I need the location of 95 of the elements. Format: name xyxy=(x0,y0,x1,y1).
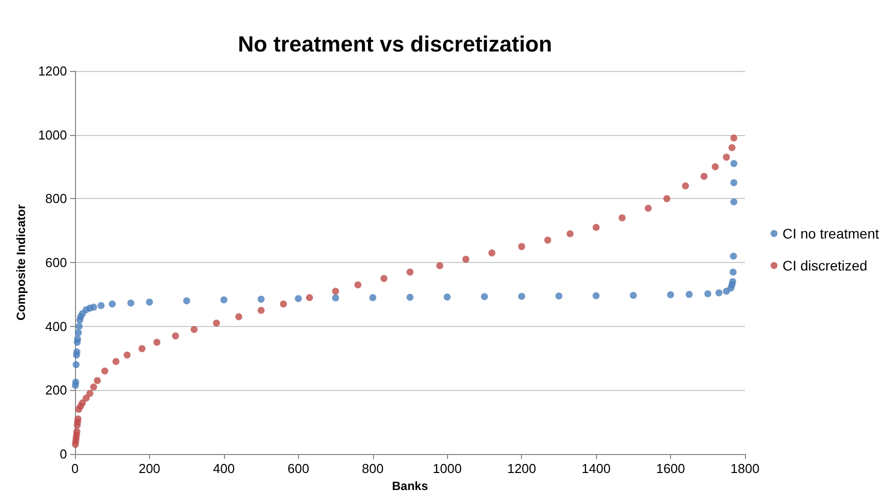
y-tick-label: 200 xyxy=(45,382,67,398)
point xyxy=(380,274,388,282)
point xyxy=(444,293,451,300)
x-axis-title: Banks xyxy=(392,478,428,493)
point xyxy=(73,428,80,436)
point xyxy=(730,268,737,276)
x-tick-label: 1000 xyxy=(432,461,462,476)
point xyxy=(406,268,414,276)
point xyxy=(618,214,626,222)
point xyxy=(332,294,340,302)
point xyxy=(258,296,265,303)
point xyxy=(518,292,526,300)
point xyxy=(172,332,179,340)
y-tick-label: 1000 xyxy=(38,127,67,142)
point xyxy=(153,338,160,346)
point xyxy=(306,294,313,302)
point xyxy=(72,361,80,368)
point xyxy=(190,326,198,334)
point xyxy=(124,352,131,359)
chart-title: No treatment vs discretization xyxy=(238,32,552,56)
point xyxy=(146,298,153,306)
point xyxy=(730,179,738,186)
point xyxy=(127,300,134,307)
x-tick-label: 1600 xyxy=(656,461,686,476)
point xyxy=(663,195,670,202)
legend-label: CI discretized xyxy=(782,258,868,274)
point xyxy=(90,383,98,390)
point xyxy=(280,300,287,308)
point xyxy=(138,345,146,352)
point xyxy=(704,290,712,298)
point xyxy=(78,399,86,406)
point xyxy=(98,302,105,310)
point xyxy=(73,348,80,356)
point xyxy=(592,292,600,300)
point xyxy=(108,300,116,308)
point xyxy=(436,262,444,270)
x-tick-label: 0 xyxy=(71,461,79,476)
point xyxy=(462,256,470,263)
legend-label: CI no treatment xyxy=(782,226,880,242)
x-tick-label: 400 xyxy=(213,461,235,476)
point xyxy=(74,415,82,422)
point xyxy=(480,293,488,300)
x-tick-label: 1400 xyxy=(582,461,611,476)
point xyxy=(667,291,674,298)
point xyxy=(90,304,98,311)
y-tick-label: 1200 xyxy=(38,64,67,78)
point xyxy=(682,182,689,190)
point xyxy=(630,292,637,299)
x-tick-label: 200 xyxy=(138,461,160,476)
point xyxy=(354,281,362,288)
y-tick-label: 0 xyxy=(60,446,67,462)
x-tick-label: 1800 xyxy=(730,461,760,476)
point xyxy=(700,172,708,180)
point xyxy=(220,296,228,304)
point xyxy=(555,292,562,300)
point xyxy=(730,134,738,142)
point xyxy=(369,294,376,302)
point xyxy=(544,236,552,244)
x-tick-label: 1200 xyxy=(507,461,536,476)
point xyxy=(101,368,108,375)
point xyxy=(566,230,574,238)
point xyxy=(728,144,736,152)
point xyxy=(488,249,496,256)
point xyxy=(730,252,737,260)
point xyxy=(258,306,265,314)
point xyxy=(235,313,242,320)
point xyxy=(94,377,101,384)
y-axis-title: Composite Indicator xyxy=(14,204,28,321)
point xyxy=(722,154,730,161)
point xyxy=(729,278,736,286)
point xyxy=(518,243,526,250)
point xyxy=(686,290,693,298)
y-tick-label: 600 xyxy=(45,255,67,270)
point xyxy=(644,204,652,212)
point xyxy=(112,358,120,365)
x-tick-label: 600 xyxy=(287,461,310,476)
point xyxy=(74,336,82,343)
point xyxy=(715,289,722,296)
point xyxy=(74,329,82,336)
point xyxy=(730,198,738,206)
y-tick-label: 800 xyxy=(45,191,67,206)
y-tick-label: 400 xyxy=(45,318,67,334)
point xyxy=(183,297,190,304)
point xyxy=(76,322,83,330)
point xyxy=(212,320,220,327)
point xyxy=(86,390,94,397)
point xyxy=(712,163,719,170)
point xyxy=(332,288,340,295)
point xyxy=(730,160,738,168)
point xyxy=(406,294,414,301)
point xyxy=(592,224,600,231)
point xyxy=(294,295,302,302)
point xyxy=(82,394,90,402)
x-tick-label: 800 xyxy=(362,461,384,476)
point xyxy=(72,378,80,386)
